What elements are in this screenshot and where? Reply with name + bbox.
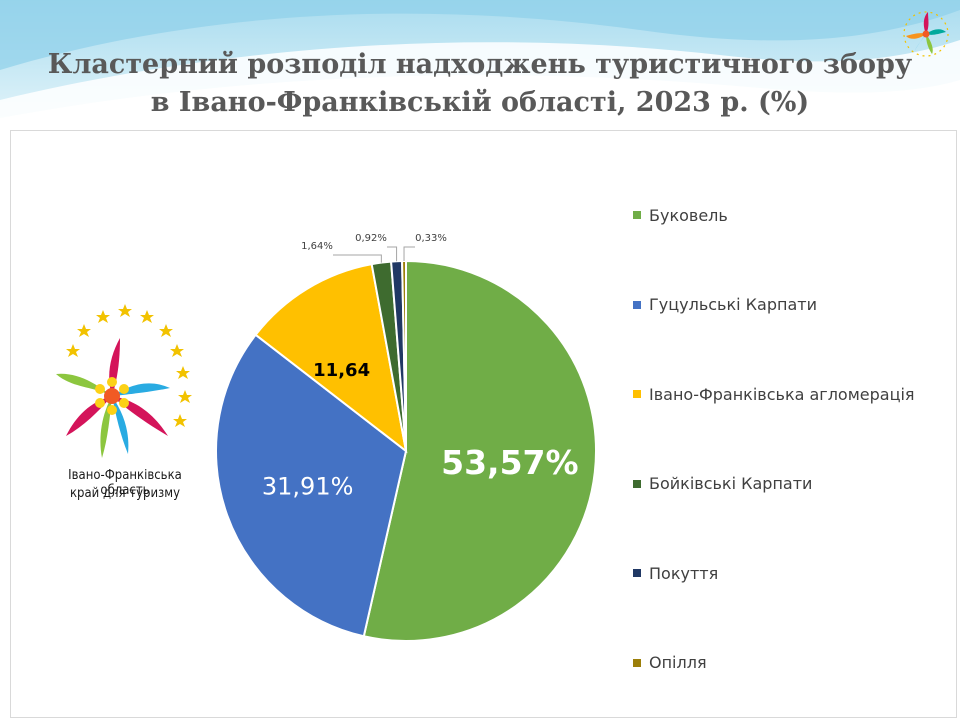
chart-area: 53,57% 31,91% 11,64 1,64% 0,92% 0,33% xyxy=(10,130,957,718)
header-background xyxy=(0,0,960,140)
leader-line-бойківські-карпати xyxy=(333,254,382,263)
region-flower-logo-icon xyxy=(56,304,192,458)
corner-flower-logo-icon xyxy=(903,11,949,57)
pie-slice-гуцульські-карпати xyxy=(215,333,408,638)
legend-swatch xyxy=(633,211,641,219)
data-label-івано-франківська-агломерація: 11,64 xyxy=(313,360,370,381)
legend-label: Бойківські Карпати xyxy=(649,474,813,493)
legend-label: Буковель xyxy=(649,205,728,225)
legend-swatch xyxy=(633,479,641,488)
legend-swatch xyxy=(633,390,641,398)
pie-slice-буковель xyxy=(362,259,597,642)
legend-item-покуття: Покуття xyxy=(633,561,718,585)
legend-swatch xyxy=(633,300,641,309)
legend-item-бойківські-карпати: Бойківські Карпати xyxy=(633,472,812,496)
legend-label: Гуцульські Карпати xyxy=(649,295,817,314)
legend-label: Івано-Франківська агломерація xyxy=(649,384,915,404)
data-label-бойківські-карпати: 1,64% xyxy=(301,241,333,252)
legend-item-івано-франківська-агломерація: Івано-Франківська агломерація xyxy=(633,382,915,406)
data-label-покуття: 0,92% xyxy=(355,233,387,244)
data-label-буковель: 53,57% xyxy=(441,443,578,482)
leader-line-покуття xyxy=(387,246,398,262)
page-title: Кластерний розподіл надходжень туристичн… xyxy=(0,46,960,122)
legend-swatch xyxy=(633,658,641,667)
legend-item-гуцульські-карпати: Гуцульські Карпати xyxy=(633,293,817,317)
logo-caption-line-1: Івано-Франківська область xyxy=(68,468,182,498)
logo-caption-line-2: край для туризму xyxy=(69,486,181,501)
data-label-гуцульські-карпати: 31,91% xyxy=(262,473,354,501)
title-line-2: в Івано-Франківській області, 2023 р. (%… xyxy=(150,87,810,118)
legend-swatch xyxy=(633,569,641,577)
pie-slice-опілля xyxy=(401,259,407,452)
legend-item-опілля: Опілля xyxy=(633,651,707,675)
legend-label: Опілля xyxy=(649,653,707,672)
title-line-1: Кластерний розподіл надходжень туристичн… xyxy=(47,49,913,80)
data-label-опілля: 0,33% xyxy=(415,233,447,244)
pie-chart: 53,57% 31,91% 11,64 1,64% 0,92% 0,33% xyxy=(215,233,597,642)
pie-slice-івано-франківська-агломерація xyxy=(254,262,408,454)
legend-item-буковель: Буковель xyxy=(633,203,728,227)
leader-line-опілля xyxy=(403,246,415,262)
legend-label: Покуття xyxy=(649,563,719,583)
